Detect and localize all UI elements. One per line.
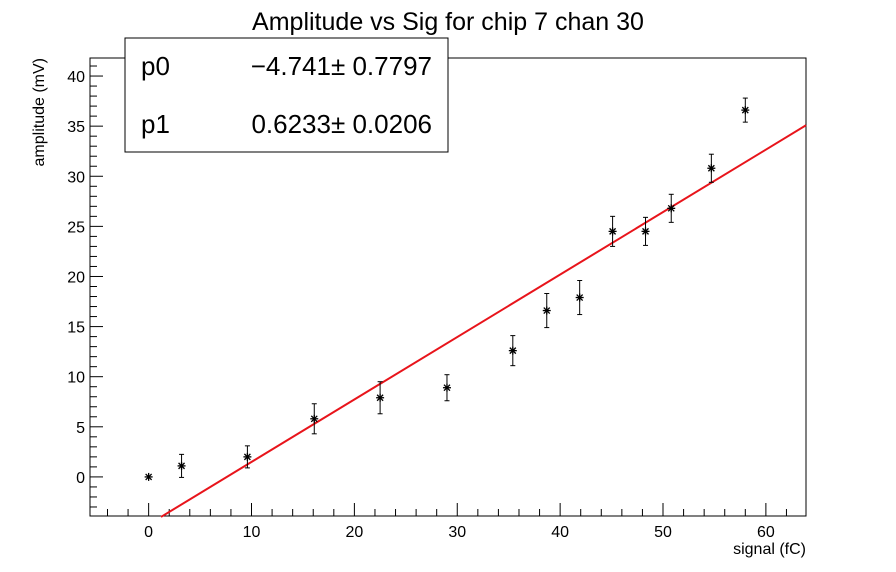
data-point (542, 293, 551, 329)
x-tick-label: 10 (243, 524, 261, 541)
star-marker-stroke (642, 227, 649, 235)
star-marker-stroke (576, 294, 584, 301)
stats-box-border (124, 37, 449, 153)
y-axis: 0 5 10 15 20 25 30 35 40 (67, 65, 103, 508)
data-points (144, 97, 750, 481)
x-axis-title: signal (fC) (733, 541, 806, 558)
y-tick-label: 20 (67, 269, 85, 286)
fit-stats-box: p0 −4.741± 0.7797 p1 0.6233± 0.0206 (124, 37, 449, 153)
stats-p1-value: 0.6233± 0.0206 (251, 109, 432, 139)
data-point (442, 374, 451, 402)
y-tick-label: 5 (76, 420, 85, 437)
data-point (608, 215, 617, 247)
stats-p0-name: p0 (141, 51, 170, 81)
y-tick-label: 0 (76, 470, 85, 487)
stats-p0-value: −4.741± 0.7797 (251, 51, 432, 81)
data-point (641, 216, 650, 246)
fit-line-layer (160, 124, 807, 518)
data-point (667, 193, 676, 223)
star-marker-stroke (376, 394, 384, 402)
y-tick-label: 10 (67, 370, 85, 387)
star-marker-stroke (609, 227, 617, 235)
x-axis: 0 10 20 30 40 50 60 (106, 503, 787, 541)
star-marker-stroke (707, 164, 715, 172)
y-tick-label: 25 (67, 219, 85, 236)
star-marker-stroke (509, 347, 517, 355)
data-point (508, 335, 517, 367)
x-tick-label: 20 (345, 524, 363, 541)
stats-p1-name: p1 (141, 109, 170, 139)
data-point (707, 153, 716, 183)
y-tick-label: 35 (67, 119, 85, 136)
y-tick-label: 30 (67, 169, 85, 186)
chart-title: Amplitude vs Sig for chip 7 chan 30 (252, 8, 644, 36)
star-marker-stroke (543, 307, 551, 315)
fit-line (160, 124, 807, 518)
star-marker-stroke (741, 106, 749, 114)
x-tick-label: 30 (448, 524, 466, 541)
star-marker-stroke (443, 384, 451, 392)
star-marker-stroke (178, 462, 186, 470)
x-tick-label: 0 (144, 524, 153, 541)
y-tick-label: 15 (67, 320, 85, 337)
data-point (177, 453, 186, 478)
x-tick-label: 60 (757, 524, 775, 541)
star-marker-stroke (145, 473, 153, 481)
data-point (144, 472, 153, 481)
data-point (243, 445, 252, 469)
data-point (310, 403, 319, 435)
x-tick-label: 50 (654, 524, 672, 541)
data-point (741, 97, 750, 123)
y-tick-label: 40 (67, 69, 85, 86)
data-point (376, 381, 385, 415)
star-marker-stroke (667, 204, 675, 212)
star-marker-stroke (310, 415, 318, 423)
data-point (575, 279, 584, 316)
y-axis-title: amplitude (mV) (31, 58, 48, 166)
x-tick-label: 40 (551, 524, 569, 541)
star-marker-stroke (243, 453, 251, 461)
